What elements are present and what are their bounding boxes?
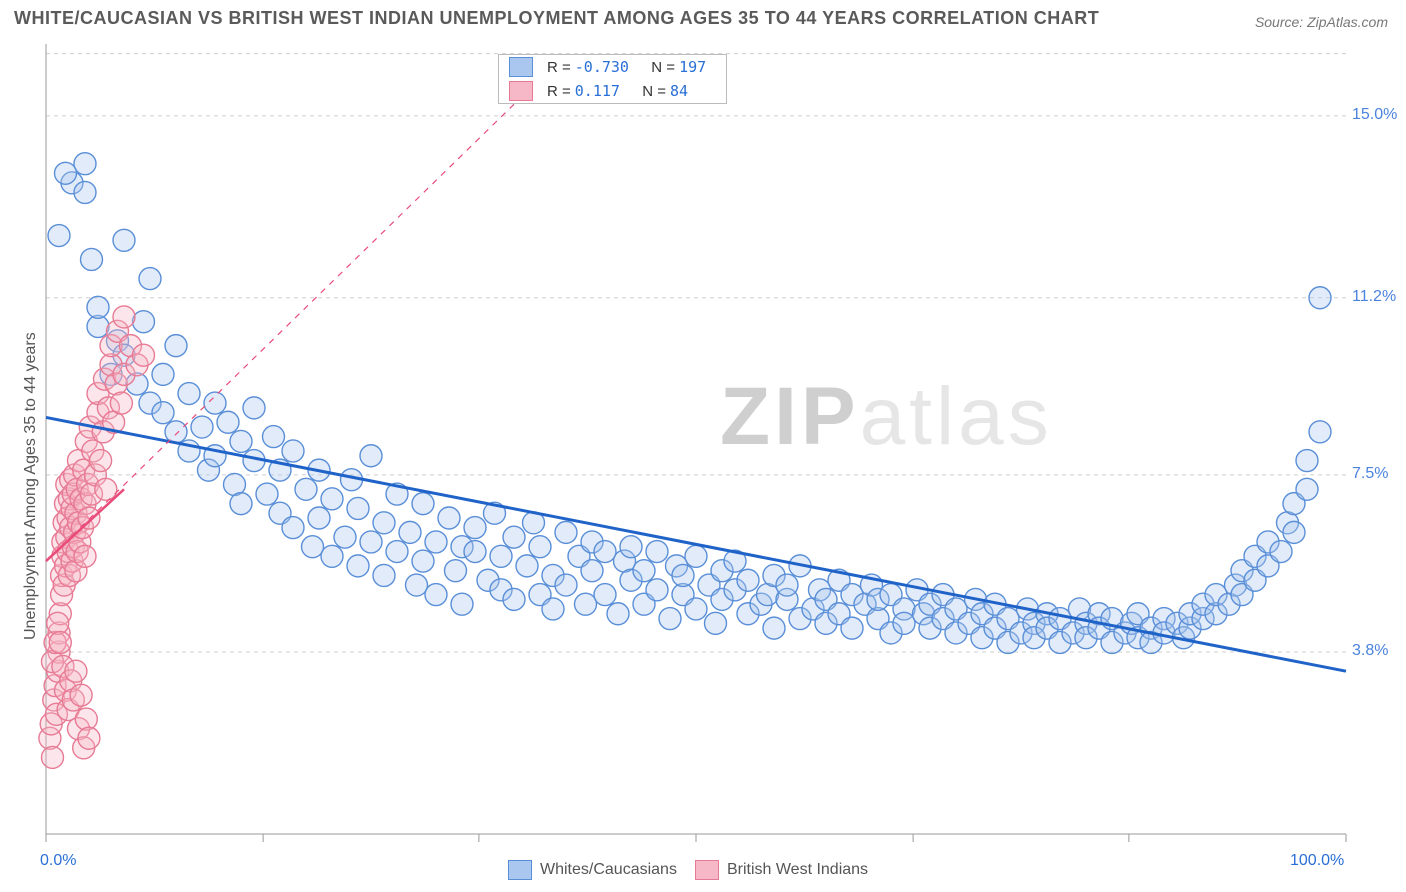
legend-swatch-bwi	[509, 81, 533, 101]
r-label: R =	[547, 59, 571, 76]
legend-row-whites: R =-0.730 N =197	[499, 55, 726, 79]
scatter-plot	[0, 0, 1406, 892]
legend-bottom-swatch-bwi	[695, 860, 719, 880]
r-value-bwi: 0.117	[575, 82, 620, 100]
n-label: N =	[643, 59, 675, 76]
series-legend: Whites/Caucasians British West Indians	[490, 860, 868, 880]
correlation-legend: R =-0.730 N =197R =0.117 N =84	[498, 54, 727, 104]
n-label: N =	[634, 83, 666, 100]
legend-bottom-label-bwi: British West Indians	[727, 861, 868, 879]
legend-row-bwi: R =0.117 N =84	[499, 79, 726, 103]
legend-bottom-label-whites: Whites/Caucasians	[540, 861, 677, 879]
legend-bottom-swatch-whites	[508, 860, 532, 880]
n-value-whites: 197	[679, 58, 706, 76]
r-label: R =	[547, 83, 571, 100]
n-value-bwi: 84	[670, 82, 688, 100]
r-value-whites: -0.730	[575, 58, 629, 76]
legend-swatch-whites	[509, 57, 533, 77]
